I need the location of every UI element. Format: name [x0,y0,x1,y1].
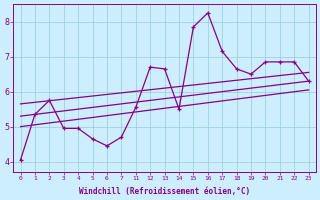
X-axis label: Windchill (Refroidissement éolien,°C): Windchill (Refroidissement éolien,°C) [79,187,250,196]
